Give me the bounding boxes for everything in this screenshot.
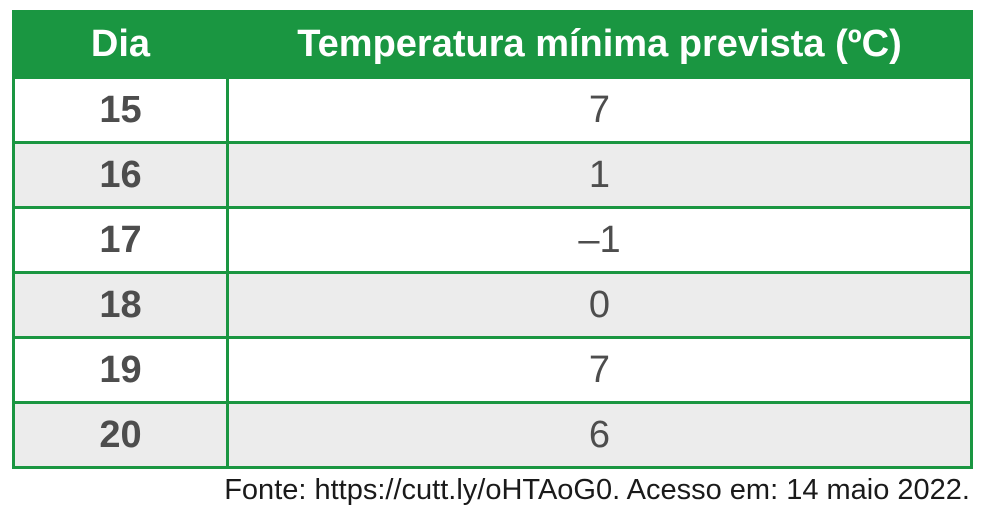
- temperature-cell: 6: [226, 401, 973, 469]
- day-cell: 19: [12, 336, 229, 404]
- source-citation: Fonte: https://cutt.ly/oHTAoG0. Acesso e…: [224, 474, 970, 506]
- table-header-row: Dia Temperatura mínima prevista (ºC): [12, 10, 973, 79]
- temperature-table: Dia Temperatura mínima prevista (ºC) 15 …: [12, 10, 973, 469]
- temperature-cell: 0: [226, 271, 973, 339]
- temperature-table-container: Dia Temperatura mínima prevista (ºC) 15 …: [12, 10, 973, 469]
- table-row: 15 7: [12, 76, 973, 144]
- temperature-cell: 7: [226, 76, 973, 144]
- table-row: 17 –1: [12, 206, 973, 274]
- temperature-cell: –1: [226, 206, 973, 274]
- table-row: 16 1: [12, 141, 973, 209]
- header-day: Dia: [12, 10, 229, 79]
- day-cell: 15: [12, 76, 229, 144]
- temperature-cell: 1: [226, 141, 973, 209]
- day-cell: 18: [12, 271, 229, 339]
- table-row: 20 6: [12, 401, 973, 469]
- day-cell: 16: [12, 141, 229, 209]
- header-min-temperature: Temperatura mínima prevista (ºC): [226, 10, 973, 79]
- table-row: 19 7: [12, 336, 973, 404]
- day-cell: 20: [12, 401, 229, 469]
- day-cell: 17: [12, 206, 229, 274]
- temperature-cell: 7: [226, 336, 973, 404]
- table-row: 18 0: [12, 271, 973, 339]
